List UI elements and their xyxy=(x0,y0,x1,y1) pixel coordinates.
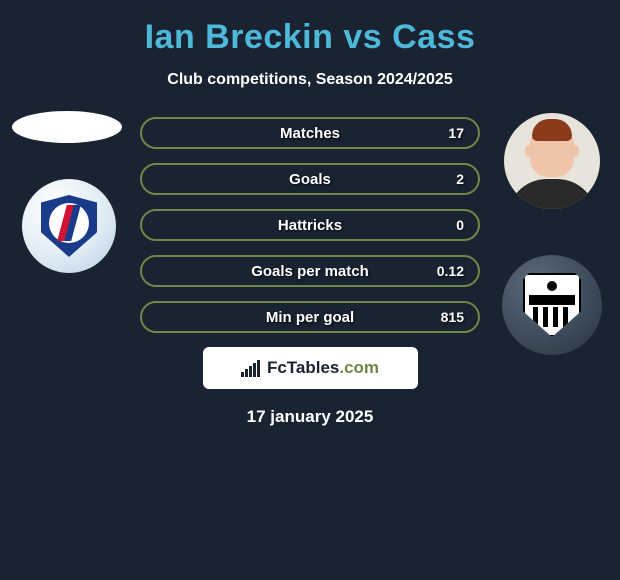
stat-label: Hattricks xyxy=(278,217,342,234)
player-right-avatar xyxy=(504,113,600,209)
club-right-ball-icon xyxy=(547,281,557,291)
logo-bar xyxy=(249,366,252,377)
club-right-banner xyxy=(529,295,575,305)
stat-row-goals-per-match: Goals per match 0.12 xyxy=(140,255,480,287)
logo-bar xyxy=(253,363,256,377)
stat-row-hattricks: Hattricks 0 xyxy=(140,209,480,241)
logo-text-primary: FcTables xyxy=(267,358,339,377)
bars-icon xyxy=(241,359,263,377)
ears-shape xyxy=(525,145,579,159)
club-right-stripes xyxy=(533,307,571,327)
date-line: 17 january 2025 xyxy=(0,407,620,427)
stat-label: Goals xyxy=(289,171,331,188)
stat-value: 0 xyxy=(456,217,464,233)
stats-list: Matches 17 Goals 2 Hattricks 0 Goals per… xyxy=(140,117,480,333)
subtitle: Club competitions, Season 2024/2025 xyxy=(0,71,620,89)
club-left-inner xyxy=(39,193,99,259)
stat-row-min-per-goal: Min per goal 815 xyxy=(140,301,480,333)
stat-row-matches: Matches 17 xyxy=(140,117,480,149)
stat-row-goals: Goals 2 xyxy=(140,163,480,195)
stat-label: Min per goal xyxy=(266,309,354,326)
stat-value: 2 xyxy=(456,171,464,187)
logo-bars xyxy=(241,360,260,377)
stat-value: 0.12 xyxy=(437,263,464,279)
stat-value: 17 xyxy=(448,125,464,141)
infographic-container: Ian Breckin vs Cass Club competitions, S… xyxy=(0,0,620,580)
club-right-shield xyxy=(523,273,581,337)
stat-value: 815 xyxy=(441,309,464,325)
head-shape xyxy=(530,123,574,177)
logo-bar xyxy=(257,360,260,377)
stat-label: Matches xyxy=(280,125,340,142)
logo-bar xyxy=(241,372,244,377)
logo-text: FcTables.com xyxy=(267,358,379,378)
shoulders-shape xyxy=(507,179,597,209)
club-right-badge xyxy=(502,255,602,355)
logo-bar xyxy=(245,369,248,377)
fctables-logo: FcTables.com xyxy=(203,347,418,389)
ear-right xyxy=(571,145,579,157)
logo-text-suffix: .com xyxy=(339,358,379,377)
player-left-avatar xyxy=(12,111,122,143)
page-title: Ian Breckin vs Cass xyxy=(0,18,620,57)
hair-shape xyxy=(532,119,572,141)
club-right-top xyxy=(532,281,572,295)
club-left-badge xyxy=(22,179,116,273)
stat-label: Goals per match xyxy=(251,263,369,280)
main-area: Matches 17 Goals 2 Hattricks 0 Goals per… xyxy=(0,117,620,427)
ear-left xyxy=(525,145,533,157)
